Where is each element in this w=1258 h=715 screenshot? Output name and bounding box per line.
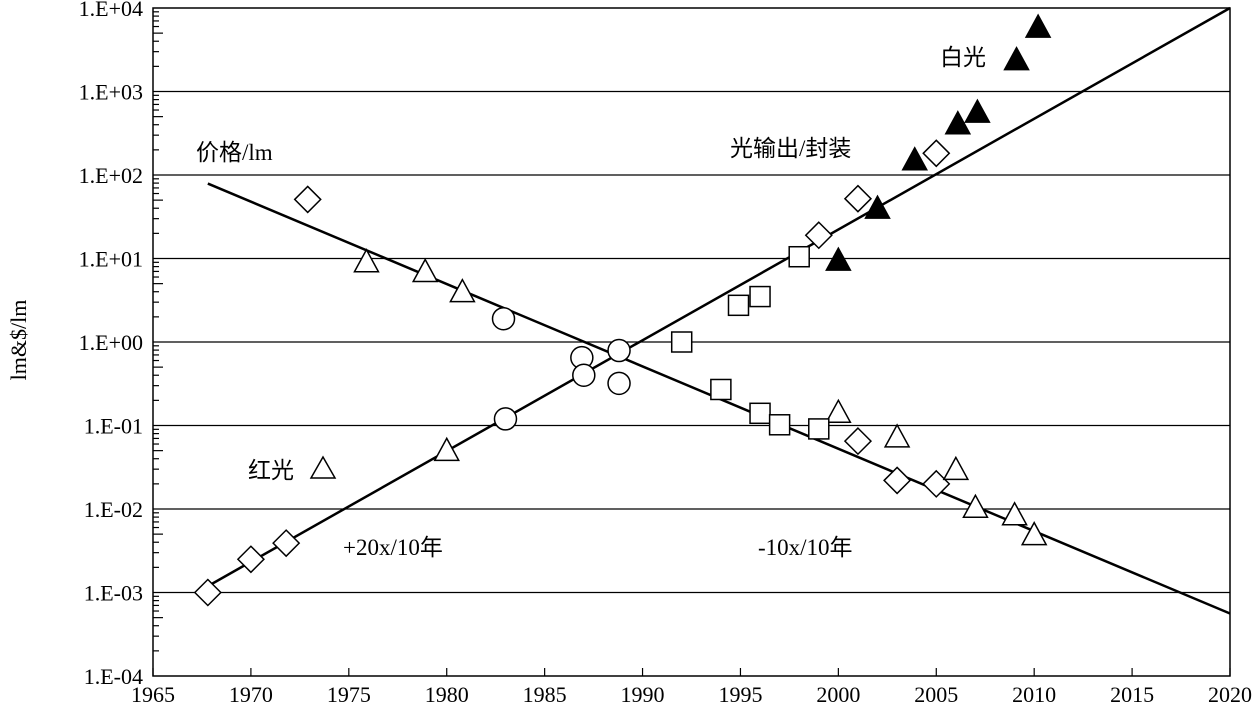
filled-triangle-point	[864, 194, 891, 219]
annotation-up-rate: +20x/10年	[343, 535, 443, 560]
x-tick-label: 1990	[621, 682, 665, 707]
trend-lines	[203, 6, 1231, 615]
square-point	[727, 294, 750, 317]
annotation-down-rate: -10x/10年	[758, 535, 853, 560]
circle-point	[607, 338, 631, 363]
triangle-point	[962, 493, 989, 519]
x-tick-label: 1985	[523, 682, 567, 707]
diamond-point	[193, 578, 222, 607]
triangle-point	[942, 455, 970, 481]
triangle-point	[1020, 521, 1048, 546]
diamond-point	[922, 139, 951, 168]
filled-triangle-point	[1024, 13, 1052, 38]
x-tick-label: 2005	[914, 682, 958, 707]
triangle-point	[353, 248, 380, 273]
square-point	[808, 418, 830, 440]
filled-triangle-point	[825, 246, 852, 271]
y-tick-label: 1.E+00	[79, 330, 143, 355]
triangle-point	[411, 257, 439, 283]
annotation-price: 价格/lm	[196, 140, 273, 165]
filled-triangle-point	[901, 146, 928, 171]
circle-point	[607, 371, 631, 396]
y-tick-label: 1.E+04	[79, 0, 143, 21]
filled-triangle-point	[1003, 46, 1030, 71]
diamond-point	[843, 184, 873, 213]
diamond-point	[272, 529, 301, 558]
circle-point	[493, 407, 518, 431]
square-point	[788, 245, 810, 268]
y-tick-label: 1.E-03	[84, 581, 143, 606]
y-tick-label: 1.E+02	[79, 163, 143, 188]
red-legend-triangle	[309, 455, 337, 479]
filled-triangle-point	[964, 98, 991, 123]
y-tick-label: 1.E-04	[84, 664, 143, 689]
diamond-point	[804, 221, 833, 250]
triangle-point	[449, 278, 476, 303]
x-tick-label: 2015	[1110, 682, 1154, 707]
x-tick-label: 1975	[327, 682, 371, 707]
circle-point	[491, 306, 516, 331]
square-point	[710, 378, 732, 401]
x-tick-label: 1995	[718, 682, 762, 707]
y-tick-label: 1.E+03	[79, 80, 143, 105]
square-point	[670, 331, 693, 353]
diamond-point	[236, 545, 265, 574]
annotation-red: 红光	[248, 458, 294, 483]
y-tick-label: 1.E-02	[84, 497, 143, 522]
grid-lines	[153, 90, 1230, 594]
filled-triangle-point	[944, 110, 972, 135]
x-tick-label: 2010	[1012, 682, 1056, 707]
x-tick-label: 2000	[816, 682, 860, 707]
diamond-point	[843, 427, 873, 456]
x-tick-label: 2020	[1208, 682, 1252, 707]
square-point	[749, 285, 771, 308]
diamond-point	[883, 466, 912, 495]
annotation-flux: 光输出/封装	[730, 136, 851, 161]
axes: 1.E+04 1.E+03 1.E+02 1.E+01 1.E+00 1.E-01 1.E-…	[79, 0, 1252, 707]
x-tick-label: 1980	[425, 682, 469, 707]
triangle-point	[1001, 501, 1028, 526]
plot-frame	[152, 7, 1231, 677]
triangle-point	[433, 436, 460, 462]
flux-trend-line	[203, 6, 1231, 590]
diamond-point	[293, 185, 322, 214]
annotation-white: 白光	[940, 45, 986, 70]
triangle-point	[883, 423, 911, 448]
circle-point	[572, 363, 596, 387]
x-tick-label: 1965	[131, 682, 175, 707]
y-axis-label: lm&$/lm	[6, 300, 31, 381]
y-tick-label: 1.E+01	[79, 247, 143, 272]
square-point	[749, 402, 771, 425]
x-tick-label: 1970	[229, 682, 273, 707]
data-points	[193, 13, 1052, 607]
square-point	[768, 414, 791, 436]
y-tick-label: 1.E-01	[84, 414, 143, 439]
triangle-point	[825, 398, 852, 424]
